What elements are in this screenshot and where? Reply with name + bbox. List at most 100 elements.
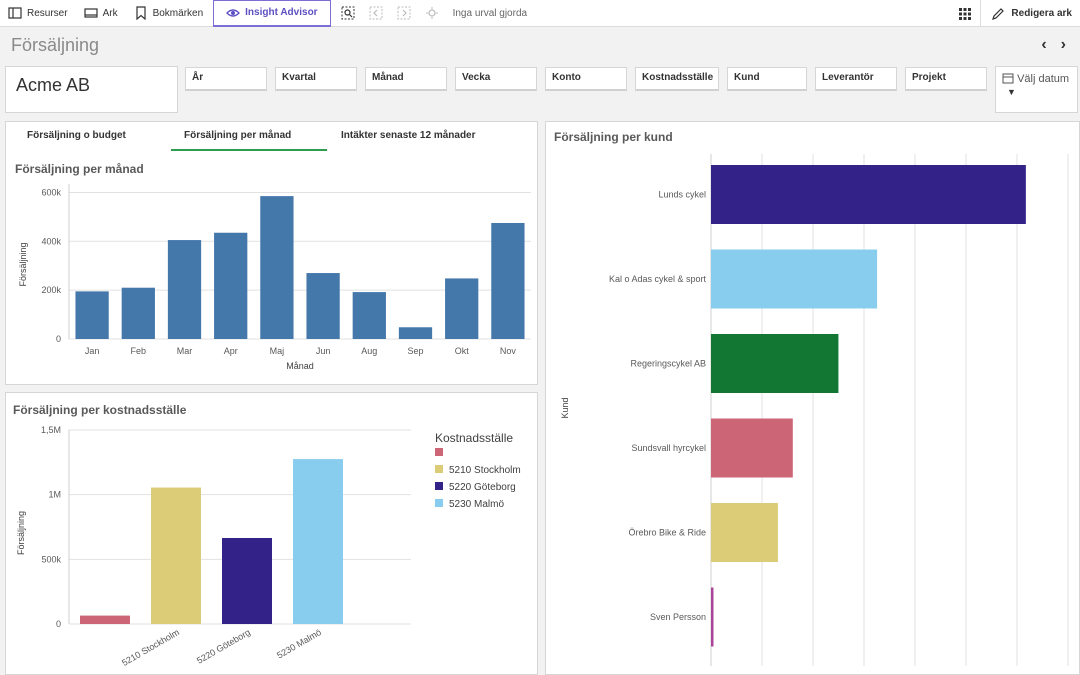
monthly-sales-panel: Försäljning o budget Försäljning per mån… xyxy=(5,121,538,385)
x-tick-label: 5230 Malmö xyxy=(275,627,323,660)
legend-swatch xyxy=(435,448,443,456)
y-tick-label: 600k xyxy=(41,187,61,197)
x-tick-label: Okt xyxy=(455,346,470,356)
bar xyxy=(293,459,343,624)
filter-0[interactable]: År xyxy=(185,67,267,91)
caret-down-icon: ▼ xyxy=(1007,87,1016,97)
sheet-navigation: ‹ › xyxy=(1041,36,1066,54)
cost-center-panel: Försäljning per kostnadsställe 0 500k 1M 1,… xyxy=(5,392,538,675)
bar xyxy=(80,615,130,624)
resources-label: Resurser xyxy=(27,7,68,19)
company-name: Acme AB xyxy=(16,75,91,95)
y-tick-label: 500k xyxy=(41,554,61,564)
filter-5[interactable]: Kostnadsställe xyxy=(635,67,719,91)
y-tick-label: 400k xyxy=(41,236,61,246)
tab-revenue-12-months[interactable]: Intäkter senaste 12 månader xyxy=(341,130,476,141)
sheets-label: Ark xyxy=(102,7,118,19)
company-name-box: Acme AB xyxy=(5,66,178,113)
customer-sales-panel: Försäljning per kund Lunds cykel Kal o Ad… xyxy=(545,121,1080,675)
previous-sheet-icon[interactable]: ‹ xyxy=(1041,36,1047,53)
y-tick-label: 1,5M xyxy=(41,425,61,435)
legend-label: 5220 Göteborg xyxy=(449,482,516,493)
tab-sales-per-month[interactable]: Försäljning per månad xyxy=(184,130,292,141)
chart-tabs: Försäljning o budget Försäljning per mån… xyxy=(6,122,537,152)
x-tick-label: Mar xyxy=(177,346,193,356)
cost-center-chart: 0 500k 1M 1,5M 5210 Stockholm 5220 Göteborg 52… xyxy=(16,425,521,668)
y-tick-label: 1M xyxy=(48,490,61,500)
y-axis-label: Försäljning xyxy=(16,511,26,555)
no-selection-text: Inga urval gjorda xyxy=(452,7,528,19)
tab-sales-budget[interactable]: Försäljning o budget xyxy=(27,130,126,141)
x-axis-label: Månad xyxy=(286,361,314,371)
bookmark-icon xyxy=(135,6,146,20)
pencil-icon xyxy=(992,7,1005,20)
x-tick-label: Apr xyxy=(224,346,238,356)
active-tab-indicator xyxy=(171,149,327,151)
date-picker[interactable]: Välj datum ▼ xyxy=(995,66,1078,113)
bookmarks-label: Bokmärken xyxy=(152,7,204,19)
selection-tools: Inga urval gjorda xyxy=(341,6,528,20)
x-tick-label: 5210 Stockholm xyxy=(120,627,181,668)
y-tick-label: Regeringscykel AB xyxy=(630,359,706,369)
bar xyxy=(75,291,109,339)
resources-button[interactable]: Resurser xyxy=(0,0,76,27)
grid-icon xyxy=(958,7,971,20)
step-forward-icon[interactable] xyxy=(397,6,411,20)
chart-title: Försäljning per kostnadsställe xyxy=(13,403,187,417)
y-tick-label: Sundsvall hyrcykel xyxy=(631,443,706,453)
bar xyxy=(711,587,714,647)
filter-6[interactable]: Kund xyxy=(727,67,807,91)
y-tick-label: 0 xyxy=(56,619,61,629)
bar xyxy=(445,278,479,339)
sheet-icon xyxy=(83,8,98,18)
legend-label: 5210 Stockholm xyxy=(449,465,521,476)
panel-icon xyxy=(8,7,22,19)
legend-swatch xyxy=(435,465,443,473)
grid-view-button[interactable] xyxy=(949,0,982,27)
bar xyxy=(711,249,878,309)
eye-icon xyxy=(226,8,241,17)
y-tick-label: Kal o Adas cykel & sport xyxy=(609,274,707,284)
bar xyxy=(260,196,294,339)
filter-3[interactable]: Vecka xyxy=(455,67,537,91)
edit-sheet-label: Redigera ark xyxy=(1011,8,1072,19)
bar xyxy=(306,273,340,339)
smart-search-icon[interactable] xyxy=(341,6,355,20)
x-tick-label: Aug xyxy=(361,346,377,356)
bar xyxy=(151,487,201,624)
x-tick-label: Jun xyxy=(316,346,331,356)
legend-swatch xyxy=(435,482,443,490)
bar xyxy=(711,334,839,393)
next-sheet-icon[interactable]: › xyxy=(1060,36,1066,53)
y-tick-label: 0 xyxy=(56,334,61,344)
filter-2[interactable]: Månad xyxy=(365,67,447,91)
bar xyxy=(214,232,248,339)
legend-label: 5230 Malmö xyxy=(449,499,504,510)
filter-1[interactable]: Kvartal xyxy=(275,67,357,91)
bar xyxy=(491,222,525,339)
monthly-sales-chart: 0 200k 400k 600k Jan Feb Mar Apr Maj Jun Aug Sep Okt… xyxy=(18,184,531,371)
bookmarks-button[interactable]: Bokmärken xyxy=(126,0,212,27)
bar xyxy=(711,418,793,478)
step-back-icon[interactable] xyxy=(369,6,383,20)
bar xyxy=(352,292,386,339)
sheets-button[interactable]: Ark xyxy=(76,0,126,27)
sheet-title: Försäljning xyxy=(11,35,100,55)
x-tick-label: Feb xyxy=(131,346,147,356)
filter-7[interactable]: Leverantör xyxy=(815,67,897,91)
x-tick-label: 5220 Göteborg xyxy=(195,627,252,666)
insight-advisor-button[interactable]: Insight Advisor xyxy=(213,0,331,27)
date-picker-label: Välj datum xyxy=(1017,73,1070,85)
x-tick-label: Nov xyxy=(500,346,517,356)
y-tick-label: Lunds cykel xyxy=(658,190,706,200)
clear-selections-icon[interactable] xyxy=(425,6,439,20)
filter-8[interactable]: Projekt xyxy=(905,67,987,91)
filter-4[interactable]: Konto xyxy=(545,67,627,91)
x-tick-label: Sep xyxy=(407,346,423,356)
y-tick-label: Sven Persson xyxy=(650,612,706,622)
edit-sheet-button[interactable]: Redigera ark xyxy=(981,7,1080,21)
x-tick-label: Maj xyxy=(270,346,285,356)
bar xyxy=(711,503,778,562)
chart-title: Försäljning per månad xyxy=(15,162,144,176)
bar xyxy=(167,240,202,339)
